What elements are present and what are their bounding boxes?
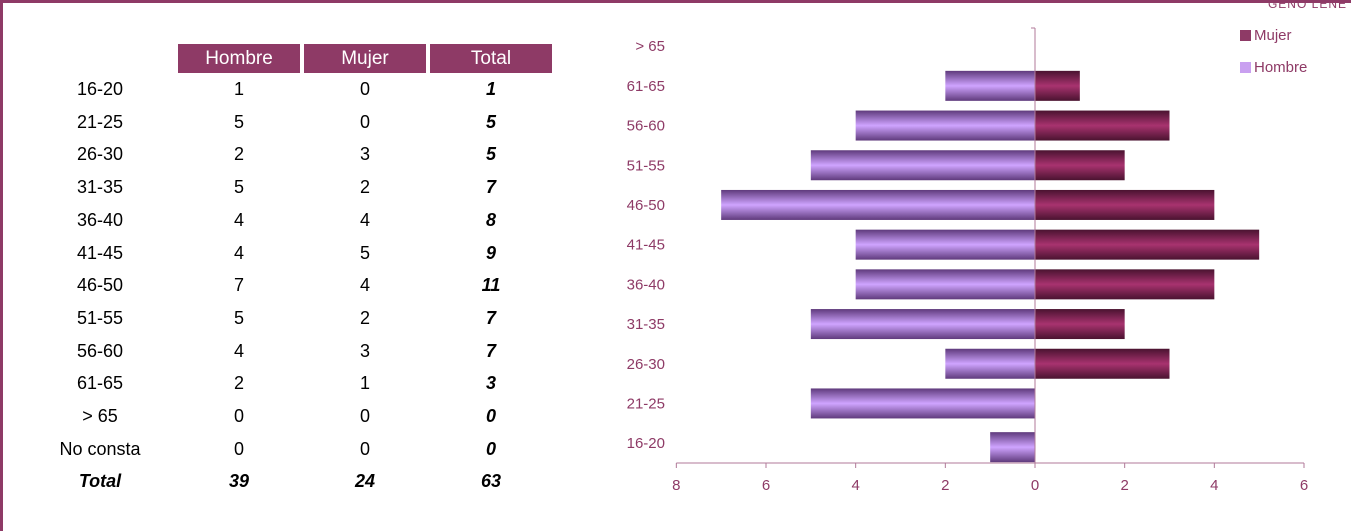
header-total: Total — [430, 44, 552, 73]
cell-mujer: 2 — [359, 177, 370, 198]
row-label: 16-20 — [76, 79, 124, 99]
x-tick-label: 8 — [672, 477, 680, 494]
cell-total: 0 — [485, 438, 496, 459]
bar-hombre-16-20 — [990, 432, 1035, 463]
y-tick-label: 36-40 — [627, 276, 665, 293]
bar-hombre-21-25 — [810, 388, 1035, 419]
cell-mujer: 0 — [359, 111, 370, 132]
y-tick-label: 46-50 — [627, 197, 665, 214]
cell-total: 3 — [485, 373, 496, 394]
legend-swatch-hombre — [1240, 62, 1251, 73]
bar-mujer-46-50 — [1035, 189, 1215, 220]
cell-total: 5 — [485, 144, 496, 165]
corner-label: GENO LENE — [1267, 0, 1347, 11]
row-label: 26-30 — [76, 144, 124, 165]
cell-mujer: 3 — [359, 144, 370, 165]
row-label: 31-35 — [76, 177, 124, 198]
row-label: 46-50 — [76, 275, 124, 296]
legend-swatch-mujer — [1240, 30, 1251, 41]
bar-mujer-36-40 — [1035, 269, 1215, 300]
y-tick-label: 41-45 — [627, 237, 665, 254]
cell-total: 7 — [485, 340, 496, 361]
y-tick-label: > 65 — [635, 38, 665, 55]
cell-total: 1 — [485, 79, 496, 99]
y-tick-label: 31-35 — [627, 316, 665, 333]
cell-hombre: 7 — [233, 275, 244, 296]
y-tick-label: 61-65 — [627, 78, 665, 95]
x-tick-label: 2 — [941, 477, 949, 494]
cell-hombre: 4 — [233, 340, 244, 361]
x-tick-label: 0 — [1031, 477, 1039, 494]
pyramid-chart: 16-20 21-25 26-30 31-35 36-40 41-45 46-50 51-55… — [627, 27, 1309, 494]
x-tick-label: 4 — [1210, 477, 1218, 494]
bar-hombre-36-40 — [855, 269, 1035, 300]
header-hombre: Hombre — [178, 44, 300, 73]
cell-mujer: 0 — [359, 406, 370, 426]
cell-hombre: 1 — [233, 79, 244, 99]
bar-mujer-56-60 — [1035, 110, 1170, 141]
bar-hombre-31-35 — [810, 309, 1035, 340]
row-label: No consta — [59, 438, 141, 459]
header-mujer: Mujer — [304, 44, 426, 73]
x-tick-label: 2 — [1120, 477, 1128, 494]
y-tick-label: 21-25 — [627, 395, 665, 412]
cell-mujer: 24 — [354, 471, 376, 492]
x-tick-label: 4 — [851, 477, 859, 494]
cell-total: 5 — [485, 111, 496, 132]
cell-total: 11 — [481, 275, 501, 296]
y-tick-label: 56-60 — [627, 118, 665, 135]
row-label: > 65 — [82, 406, 118, 426]
cell-total: 0 — [485, 406, 496, 426]
cell-hombre: 4 — [233, 209, 244, 230]
cell-mujer: 3 — [359, 340, 370, 361]
y-tick-label: 26-30 — [627, 356, 665, 373]
total-row-label: Total — [78, 471, 122, 492]
bar-hombre-51-55 — [810, 150, 1035, 181]
x-tick-label: 6 — [1300, 477, 1308, 494]
row-label: 51-55 — [76, 307, 124, 328]
bar-hombre-46-50 — [721, 189, 1035, 220]
cell-hombre: 5 — [233, 111, 244, 132]
bar-mujer-51-55 — [1035, 150, 1125, 181]
y-tick-label: 16-20 — [627, 435, 665, 452]
cell-mujer: 4 — [359, 209, 370, 230]
cell-mujer: 1 — [359, 373, 370, 394]
legend-label-mujer: Mujer — [1254, 27, 1292, 44]
cell-hombre: 39 — [228, 471, 250, 492]
row-label: 21-25 — [76, 111, 124, 132]
bar-mujer-31-35 — [1035, 309, 1125, 340]
cell-total: 7 — [485, 307, 496, 328]
cell-hombre: 5 — [233, 307, 244, 328]
cell-mujer: 5 — [359, 242, 370, 263]
cell-total: 8 — [485, 209, 496, 230]
cell-mujer: 4 — [359, 275, 370, 296]
bar-mujer-26-30 — [1035, 348, 1170, 379]
cell-hombre: 2 — [233, 373, 244, 394]
row-label: 36-40 — [76, 209, 124, 230]
cell-mujer: 0 — [359, 79, 370, 99]
bar-hombre-26-30 — [945, 348, 1035, 379]
bar-hombre-61-65 — [945, 70, 1035, 101]
bar-hombre-41-45 — [855, 229, 1035, 260]
bar-mujer-61-65 — [1035, 70, 1080, 101]
cell-mujer: 0 — [359, 438, 370, 459]
cell-total: 7 — [485, 177, 496, 198]
cell-hombre: 0 — [233, 438, 244, 459]
cell-total: 9 — [485, 242, 496, 263]
y-tick-label: 51-55 — [627, 157, 665, 174]
cell-total: 63 — [480, 471, 502, 492]
x-tick-label: 6 — [762, 477, 770, 494]
cell-hombre: 5 — [233, 177, 244, 198]
legend-label-hombre: Hombre — [1254, 59, 1307, 76]
row-label: 61-65 — [76, 373, 124, 394]
bar-mujer-41-45 — [1035, 229, 1260, 260]
row-label: 41-45 — [76, 242, 124, 263]
bar-hombre-56-60 — [855, 110, 1035, 141]
cell-hombre: 2 — [233, 144, 244, 165]
cell-hombre: 0 — [233, 406, 244, 426]
row-label: 56-60 — [76, 340, 124, 361]
cell-hombre: 4 — [233, 242, 244, 263]
cell-mujer: 2 — [359, 307, 370, 328]
